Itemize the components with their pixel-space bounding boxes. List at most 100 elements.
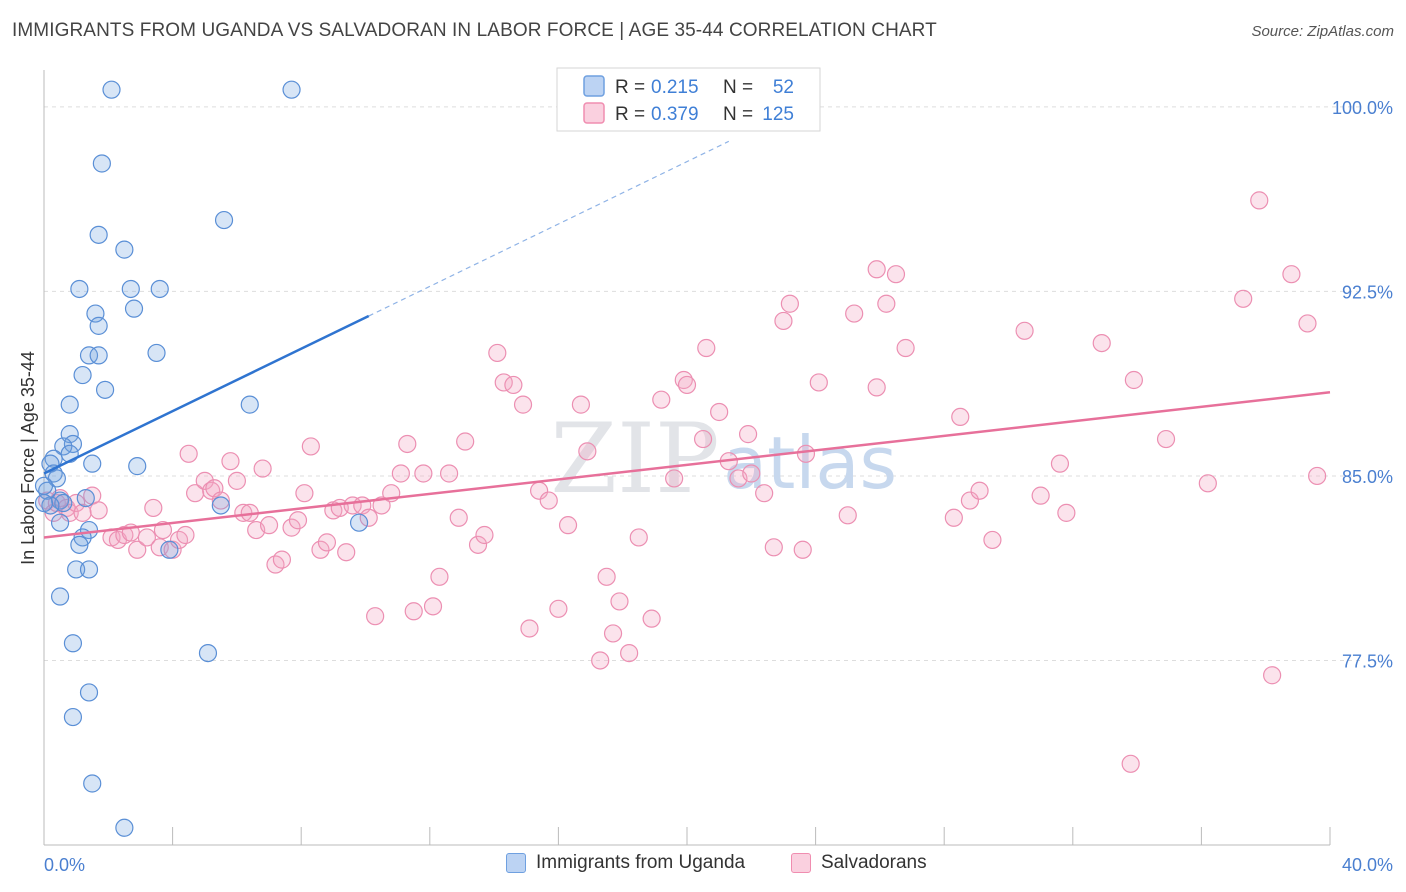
- salvadoran-trend-line: [43, 391, 1331, 539]
- legend-swatch-uganda: [506, 853, 526, 873]
- salvadoran-point: [153, 520, 173, 540]
- salvadoran-point: [867, 378, 886, 397]
- gridlines: [44, 106, 1360, 661]
- salvadoran-point: [697, 338, 716, 358]
- salvadoran-point: [449, 508, 468, 527]
- legend-top: R = 0.215 N = 52 R = 0.379 N = 125: [556, 67, 821, 132]
- uganda-point: [63, 707, 83, 727]
- salvadoran-point: [272, 550, 292, 569]
- legend-label-uganda: Immigrants from Uganda: [536, 852, 746, 873]
- legend-r-label: R =: [615, 77, 645, 98]
- watermark-atlas: atlas: [723, 421, 897, 505]
- salvadoran-point: [1015, 321, 1034, 340]
- uganda-point: [79, 346, 99, 365]
- salvadoran-point: [372, 496, 391, 515]
- y-axis-label: In Labor Force | Age 35-44: [18, 351, 38, 565]
- uganda-point: [54, 437, 73, 456]
- salvadoran-point: [259, 516, 279, 535]
- salvadoran-point: [414, 464, 433, 483]
- trend-lines: [43, 140, 1331, 539]
- salvadoran-point: [838, 506, 857, 525]
- salvadoran-point: [665, 469, 684, 488]
- salvadoran-point: [1156, 429, 1176, 449]
- salvadoran-point: [1057, 503, 1076, 522]
- salvadoran-point: [89, 501, 108, 520]
- salvadoran-point: [867, 260, 886, 279]
- salvadoran-point: [1298, 314, 1317, 333]
- uganda-point: [240, 395, 259, 414]
- uganda-point: [50, 587, 70, 606]
- salvadoran-point: [793, 540, 812, 559]
- legend-n-label: N =: [723, 104, 753, 125]
- uganda-point: [282, 80, 301, 99]
- salvadoran-point: [970, 481, 989, 500]
- salvadoran-point: [1050, 454, 1070, 473]
- salvadoran-point: [1031, 486, 1050, 505]
- uganda-point: [34, 493, 54, 513]
- salvadoran-point: [764, 538, 783, 557]
- uganda-trend-line: [43, 314, 370, 475]
- salvadoran-point: [439, 464, 459, 483]
- salvadoran-point: [311, 540, 330, 559]
- salvadoran-point: [430, 567, 449, 586]
- salvadoran-point: [845, 304, 864, 323]
- salvadoran-point: [288, 511, 308, 530]
- uganda-point: [83, 454, 102, 473]
- uganda-point: [79, 683, 99, 702]
- legend-item-salvadorans: Salvadorans: [791, 852, 927, 874]
- uganda-point: [79, 560, 99, 579]
- salvadoran-point: [571, 395, 591, 414]
- salvadoran-point: [780, 294, 799, 313]
- salvadoran-point: [549, 599, 568, 618]
- salvadoran-point: [253, 459, 272, 478]
- legend-n-label: N =: [723, 77, 753, 98]
- salvadoran-point: [960, 491, 980, 510]
- salvadoran-point: [886, 265, 906, 284]
- salvadoran-point: [755, 484, 774, 503]
- uganda-point: [44, 449, 63, 468]
- uganda-point: [70, 279, 89, 299]
- uganda-point: [150, 279, 169, 299]
- salvadoran-point: [610, 592, 629, 611]
- uganda-point: [92, 154, 111, 173]
- uganda-point: [211, 496, 230, 515]
- uganda-point: [95, 380, 115, 399]
- salvadoran-point: [1250, 191, 1269, 210]
- salvadoran-point: [520, 619, 539, 638]
- salvadoran-point: [677, 375, 697, 395]
- uganda-point: [89, 225, 108, 244]
- legend-r-value: 0.215: [651, 77, 699, 98]
- y-tick-label: 100.0%: [1332, 98, 1393, 118]
- uganda-point: [76, 488, 95, 508]
- salvadoran-point: [629, 528, 648, 547]
- legend-bottom: Immigrants from Uganda Salvadorans: [0, 852, 1406, 878]
- salvadoran-point: [176, 525, 195, 545]
- uganda-point: [73, 365, 92, 385]
- legend-label-salvadorans: Salvadorans: [821, 852, 927, 873]
- y-tick-labels: 77.5% 85.0% 92.5% 100.0%: [1332, 98, 1393, 672]
- salvadoran-point: [742, 464, 761, 483]
- uganda-point: [67, 560, 86, 579]
- salvadoran-point: [1308, 466, 1327, 486]
- salvadoran-point: [211, 491, 230, 510]
- uganda-point: [60, 395, 79, 414]
- uganda-point: [115, 240, 134, 259]
- salvadoran-point: [456, 432, 475, 451]
- salvadoran-point: [359, 508, 378, 527]
- salvadoran-point: [60, 503, 79, 522]
- uganda-point: [70, 535, 89, 554]
- salvadoran-point: [951, 407, 970, 427]
- salvadoran-point: [603, 624, 623, 643]
- legend-swatch-salvadorans: [791, 853, 811, 873]
- salvadoran-point: [877, 294, 896, 313]
- x-tick-label: 0.0%: [44, 855, 85, 875]
- uganda-point: [121, 279, 140, 299]
- y-tick-label: 85.0%: [1342, 467, 1393, 487]
- legend-n-value: 125: [762, 104, 794, 125]
- salvadoran-point: [398, 434, 417, 454]
- legend-r-value: 0.379: [651, 104, 699, 125]
- salvadoran-point: [1234, 289, 1253, 308]
- source-label: Source: ZipAtlas.com: [1251, 23, 1394, 40]
- salvadoran-point: [128, 540, 147, 559]
- salvadoran-point: [578, 442, 597, 461]
